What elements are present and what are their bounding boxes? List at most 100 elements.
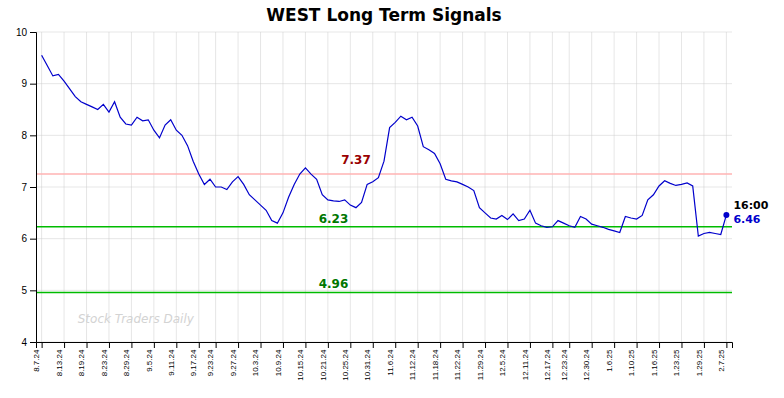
tick-mark <box>569 342 570 348</box>
tick: 1.29.25 <box>695 342 705 376</box>
tick-label: 10.3.24 <box>251 349 260 376</box>
tick: 9.23.24 <box>206 342 216 376</box>
tick: 10.25.24 <box>341 342 351 381</box>
tick: 8 <box>21 130 36 141</box>
grid-line <box>485 32 486 342</box>
tick: 1.10.25 <box>627 342 637 376</box>
tick-label: 10.25.24 <box>341 349 350 381</box>
tick-label: 10.21.24 <box>319 349 328 381</box>
tick: 9.17.24 <box>189 342 199 376</box>
tick: 10.21.24 <box>319 342 329 381</box>
tick-mark <box>30 239 36 240</box>
tick-mark <box>199 342 200 348</box>
tick-label: 1.16.25 <box>650 349 659 376</box>
grid-line <box>327 32 328 342</box>
level-line <box>36 292 732 294</box>
tick-mark <box>216 342 217 348</box>
tick-label: 8.29.24 <box>122 349 131 376</box>
tick-mark <box>704 342 705 348</box>
level-line <box>36 226 732 228</box>
tick-mark <box>485 342 486 348</box>
grid-line <box>507 32 508 342</box>
tick: 9.11.24 <box>167 342 177 376</box>
grid-line <box>703 32 704 342</box>
tick: 11.6.24 <box>386 342 396 376</box>
tick: 9.5.24 <box>145 342 155 372</box>
tick-label: 7 <box>21 182 27 193</box>
tick: 6 <box>21 233 36 244</box>
tick-label: 11.22.24 <box>453 349 462 380</box>
tick: 10.3.24 <box>251 342 261 376</box>
tick-label: 8.7.24 <box>32 349 41 372</box>
grid-line <box>176 32 177 342</box>
tick-mark <box>30 32 36 33</box>
tick: 9.27.24 <box>229 342 239 376</box>
tick-label: 12.5.24 <box>498 349 507 376</box>
annotation: 7.37 <box>341 153 371 167</box>
tick: 11.22.24 <box>453 342 463 380</box>
tick-label: 10.31.24 <box>363 349 372 381</box>
tick: 1.16.25 <box>650 342 660 376</box>
grid-line <box>36 238 732 239</box>
tick: 8.23.24 <box>100 342 110 376</box>
tick-mark <box>659 342 660 348</box>
tick: 9 <box>21 78 36 89</box>
tick-mark <box>238 342 239 348</box>
tick: 11.12.24 <box>408 342 418 380</box>
tick-label: 6 <box>21 233 27 244</box>
tick: 5 <box>21 285 36 296</box>
tick-label: 10.9.24 <box>274 349 283 376</box>
grid-line <box>569 32 570 342</box>
tick: 10.15.24 <box>296 342 306 381</box>
tick-mark <box>261 342 262 348</box>
tick-mark <box>176 342 177 348</box>
grid-line <box>462 32 463 342</box>
tick-mark <box>463 342 464 348</box>
marks <box>36 55 732 292</box>
grid-line <box>282 32 283 342</box>
tick-label: 9 <box>21 78 27 89</box>
tick-label: 9.27.24 <box>229 349 238 376</box>
tick-mark <box>552 342 553 348</box>
grid-line <box>305 32 306 342</box>
annotations: 7.376.234.9616:006.46 <box>319 153 769 292</box>
annotation: 4.96 <box>319 277 349 291</box>
tick-mark <box>507 342 508 348</box>
tick-label: 11.18.24 <box>431 349 440 380</box>
tick: 8.29.24 <box>122 342 132 376</box>
tick-label: 12.17.24 <box>543 349 552 381</box>
tick-label: 5 <box>21 285 27 296</box>
grid-line <box>591 32 592 342</box>
grid-line <box>36 83 732 84</box>
tick: 4 <box>21 337 36 348</box>
tick-mark <box>87 342 88 348</box>
tick-mark <box>350 342 351 348</box>
grid-line <box>440 32 441 342</box>
tick-mark <box>109 342 110 348</box>
tick-mark <box>637 342 638 348</box>
tick-mark <box>726 342 727 348</box>
tick-label: 12.23.24 <box>560 349 569 381</box>
last-point <box>723 212 729 218</box>
tick: 12.17.24 <box>543 342 553 381</box>
axis-line <box>37 343 733 349</box>
tick: 10.31.24 <box>363 342 373 381</box>
grid-line <box>64 32 65 342</box>
grid-line <box>238 32 239 342</box>
tick: 8.13.24 <box>55 342 65 376</box>
tick-label: 9.17.24 <box>189 349 198 376</box>
tick-mark <box>64 342 65 348</box>
tick-mark <box>154 342 155 348</box>
tick-label: 2.7.25 <box>717 349 726 372</box>
grid-line <box>726 32 727 342</box>
title: WEST Long Term Signals <box>266 5 501 25</box>
tick-mark <box>30 135 36 136</box>
annotation: 6.23 <box>319 212 349 226</box>
tick: 11.29.24 <box>476 342 486 380</box>
x-axis: 8.7.248.13.248.19.248.23.248.29.249.5.24… <box>32 342 732 381</box>
grid-line <box>36 187 732 188</box>
tick-label: 8.23.24 <box>100 349 109 376</box>
tick: 12.11.24 <box>521 342 531 380</box>
grid-line <box>529 32 530 342</box>
tick-label: 8.13.24 <box>55 349 64 376</box>
